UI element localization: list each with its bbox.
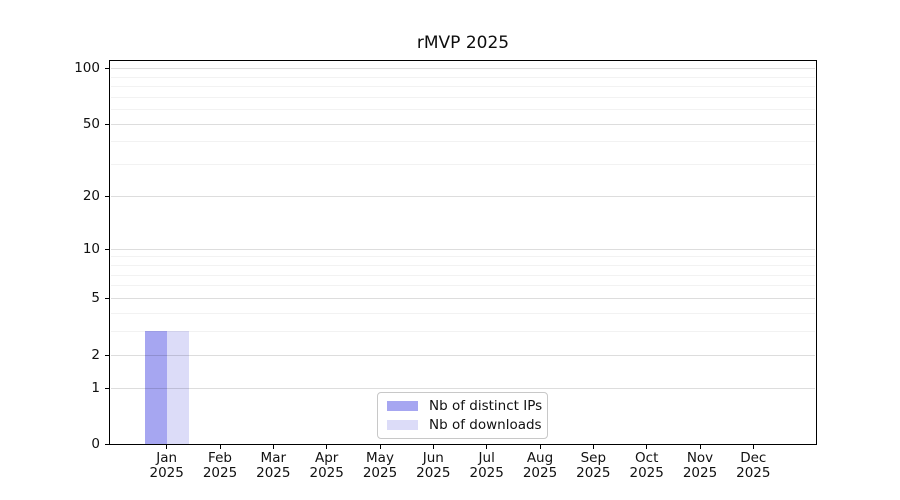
legend-swatch-distinct-ips xyxy=(387,401,418,411)
x-tick-label: Aug 2025 xyxy=(505,451,575,481)
x-tick-year: 2025 xyxy=(576,465,611,481)
x-tick-year: 2025 xyxy=(629,465,664,481)
x-tick-year: 2025 xyxy=(149,465,184,481)
y-gridline-major xyxy=(111,123,815,125)
y-tick-label: 20 xyxy=(82,187,100,204)
y-gridline-minor xyxy=(111,141,815,143)
y-gridline-major xyxy=(111,195,815,197)
x-tick-month: Jan xyxy=(156,450,178,466)
x-tick xyxy=(219,445,221,449)
chart-title: rMVP 2025 xyxy=(416,33,510,53)
y-gridline-major xyxy=(111,68,815,69)
x-tick-label: Dec 2025 xyxy=(718,451,788,481)
x-tick xyxy=(432,445,434,449)
x-tick xyxy=(592,445,594,449)
y-gridline-minor xyxy=(111,285,815,287)
x-tick-month: Jun xyxy=(422,450,444,466)
y-gridline-minor xyxy=(111,164,815,166)
x-tick-year: 2025 xyxy=(416,465,451,481)
y-gridline-minor xyxy=(111,256,815,258)
x-tick-year: 2025 xyxy=(309,465,344,481)
y-tick-label: 10 xyxy=(82,240,100,257)
x-tick-label: Oct 2025 xyxy=(612,451,682,481)
y-tick xyxy=(105,354,109,356)
x-tick xyxy=(379,445,381,449)
x-tick-label: Sep 2025 xyxy=(558,451,628,481)
legend-swatch-downloads xyxy=(387,420,418,430)
y-tick-label: 1 xyxy=(91,379,100,396)
y-gridline-major xyxy=(111,298,815,299)
y-tick-label: 5 xyxy=(91,290,100,306)
x-tick-label: Apr 2025 xyxy=(292,451,362,481)
legend-item-downloads: Nb of downloads xyxy=(378,417,547,433)
x-tick xyxy=(166,445,168,449)
legend-label-downloads: Nb of downloads xyxy=(429,417,542,433)
x-tick xyxy=(539,445,541,449)
x-tick-month: Oct xyxy=(635,450,659,466)
y-gridline-minor xyxy=(111,312,815,314)
x-tick xyxy=(752,445,754,449)
y-gridline-minor xyxy=(111,265,815,266)
x-tick xyxy=(326,445,328,449)
x-tick-label: Feb 2025 xyxy=(185,451,255,481)
x-tick-year: 2025 xyxy=(202,465,238,481)
y-gridline-minor xyxy=(111,96,815,98)
x-tick-label: Jan 2025 xyxy=(132,451,202,481)
x-tick-year: 2025 xyxy=(362,465,398,481)
x-tick-label: Jul 2025 xyxy=(452,451,522,481)
y-tick xyxy=(105,444,109,445)
y-tick xyxy=(105,195,109,197)
legend-item-distinct-ips: Nb of distinct IPs xyxy=(378,398,547,414)
x-tick xyxy=(699,445,701,449)
x-tick-year: 2025 xyxy=(522,465,558,481)
x-tick-month: Feb xyxy=(208,450,232,466)
x-tick-year: 2025 xyxy=(682,465,718,481)
y-tick-label: 100 xyxy=(74,60,100,76)
y-gridline-minor xyxy=(111,274,815,276)
y-tick xyxy=(105,387,109,389)
y-tick xyxy=(105,68,109,69)
y-tick xyxy=(105,123,109,125)
x-tick-label: Mar 2025 xyxy=(238,451,308,481)
x-tick-month: Sep xyxy=(580,450,607,466)
x-tick-month: Nov xyxy=(686,450,714,466)
x-tick-month: Jul xyxy=(478,450,495,466)
y-gridline-minor xyxy=(111,85,815,87)
legend: Nb of distinct IPs Nb of downloads xyxy=(377,392,548,439)
x-tick-label: May 2025 xyxy=(345,451,415,481)
x-tick-month: Aug xyxy=(526,450,554,466)
x-tick-month: Apr xyxy=(315,450,339,466)
y-gridline-major xyxy=(111,248,815,250)
y-tick-label: 2 xyxy=(91,346,100,363)
y-gridline-minor xyxy=(111,76,815,78)
bar-distinct-ips xyxy=(144,331,167,444)
y-gridline-major xyxy=(111,387,815,389)
x-tick-year: 2025 xyxy=(736,465,771,481)
x-tick-month: Mar xyxy=(260,450,287,466)
x-tick xyxy=(486,445,488,449)
x-tick-month: May xyxy=(366,450,394,466)
y-gridline-minor xyxy=(111,109,815,110)
y-gridline-major xyxy=(111,354,815,356)
x-tick-year: 2025 xyxy=(256,465,291,481)
x-tick xyxy=(272,445,274,449)
x-tick-month: Dec xyxy=(740,450,767,466)
x-tick xyxy=(646,445,648,449)
y-tick-label: 50 xyxy=(82,115,100,132)
y-tick-label: 0 xyxy=(91,436,100,452)
y-tick xyxy=(105,248,109,250)
bar-downloads xyxy=(166,331,189,444)
x-tick-label: Jun 2025 xyxy=(398,451,468,481)
y-tick xyxy=(105,298,109,299)
x-tick-label: Nov 2025 xyxy=(665,451,735,481)
legend-label-distinct-ips: Nb of distinct IPs xyxy=(429,398,543,414)
y-gridline-minor xyxy=(111,331,815,332)
x-tick-year: 2025 xyxy=(469,465,504,481)
